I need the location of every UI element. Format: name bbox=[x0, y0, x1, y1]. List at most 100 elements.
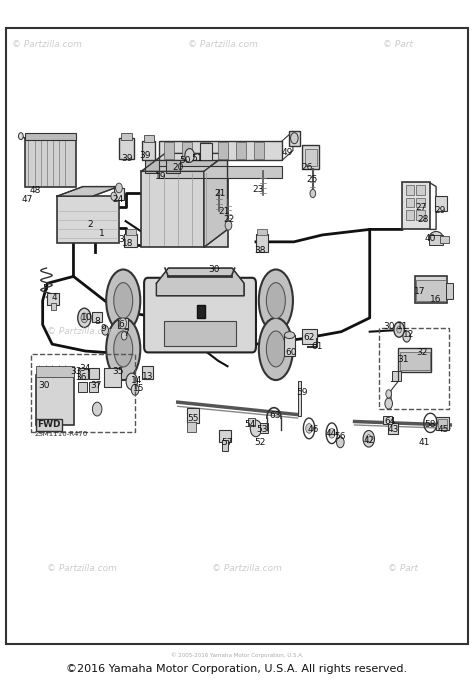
Bar bbox=[36, 419, 62, 431]
Bar bbox=[104, 368, 121, 387]
Circle shape bbox=[366, 435, 372, 443]
Text: 37: 37 bbox=[90, 381, 101, 390]
Circle shape bbox=[403, 331, 410, 342]
Circle shape bbox=[386, 390, 392, 398]
Bar bbox=[31, 354, 135, 432]
Text: 45: 45 bbox=[438, 425, 449, 435]
Text: 25: 25 bbox=[306, 175, 318, 184]
Text: 33: 33 bbox=[70, 367, 82, 377]
Bar bbox=[121, 133, 132, 140]
Circle shape bbox=[121, 332, 127, 340]
Circle shape bbox=[306, 424, 312, 433]
Bar bbox=[383, 416, 392, 424]
Text: 21: 21 bbox=[215, 189, 226, 198]
Polygon shape bbox=[156, 268, 244, 296]
Text: 27: 27 bbox=[415, 202, 427, 212]
Bar bbox=[119, 138, 134, 159]
Bar bbox=[400, 352, 430, 370]
Bar bbox=[126, 229, 136, 235]
Bar bbox=[289, 131, 300, 146]
Text: 49: 49 bbox=[281, 147, 292, 157]
Text: © Partzilla.com: © Partzilla.com bbox=[188, 40, 258, 50]
Text: 56: 56 bbox=[335, 432, 346, 442]
Bar bbox=[254, 142, 264, 159]
Text: 4: 4 bbox=[52, 292, 57, 302]
Bar bbox=[51, 303, 56, 310]
Text: 39: 39 bbox=[139, 151, 150, 160]
Text: 32: 32 bbox=[416, 348, 428, 357]
Text: 29: 29 bbox=[434, 206, 446, 216]
Bar bbox=[218, 142, 228, 159]
Circle shape bbox=[81, 313, 88, 323]
Text: 28: 28 bbox=[417, 215, 428, 225]
Bar bbox=[197, 305, 205, 318]
Bar bbox=[438, 419, 447, 428]
Text: 55: 55 bbox=[188, 413, 199, 423]
Text: 52: 52 bbox=[254, 437, 265, 447]
Text: 30: 30 bbox=[38, 381, 49, 390]
Bar bbox=[256, 234, 268, 252]
Text: 19: 19 bbox=[155, 171, 166, 181]
Circle shape bbox=[119, 318, 127, 329]
Text: 64: 64 bbox=[384, 417, 395, 426]
Circle shape bbox=[291, 133, 298, 144]
Circle shape bbox=[328, 428, 335, 438]
Text: 2SM1110-R470: 2SM1110-R470 bbox=[35, 431, 88, 437]
Circle shape bbox=[18, 133, 23, 140]
Bar bbox=[182, 142, 192, 159]
Text: 42: 42 bbox=[363, 436, 374, 446]
Circle shape bbox=[225, 220, 232, 230]
Text: 7: 7 bbox=[123, 328, 128, 338]
Bar bbox=[78, 382, 87, 392]
Text: 10: 10 bbox=[81, 313, 92, 323]
Bar bbox=[248, 418, 255, 426]
Bar bbox=[388, 423, 398, 434]
Bar bbox=[219, 430, 231, 442]
Polygon shape bbox=[204, 153, 228, 247]
Text: 23: 23 bbox=[253, 184, 264, 194]
Bar bbox=[78, 368, 88, 379]
FancyBboxPatch shape bbox=[144, 278, 256, 352]
Circle shape bbox=[92, 402, 102, 416]
Circle shape bbox=[310, 189, 316, 198]
Text: FWD: FWD bbox=[37, 420, 61, 430]
Text: 50: 50 bbox=[179, 155, 191, 165]
Text: 30: 30 bbox=[209, 265, 220, 274]
Circle shape bbox=[250, 420, 262, 437]
Text: 63: 63 bbox=[269, 411, 281, 421]
Text: 13: 13 bbox=[142, 372, 154, 381]
Bar bbox=[47, 293, 59, 305]
Circle shape bbox=[131, 384, 139, 395]
Bar bbox=[257, 229, 267, 235]
Bar bbox=[36, 375, 74, 425]
Text: 17: 17 bbox=[414, 287, 425, 296]
Text: 60: 60 bbox=[286, 348, 297, 357]
Bar bbox=[416, 185, 425, 195]
Text: © Part: © Part bbox=[383, 40, 413, 50]
Bar bbox=[302, 329, 317, 344]
Bar bbox=[200, 142, 210, 159]
Bar bbox=[392, 371, 401, 381]
Text: 6: 6 bbox=[118, 320, 124, 330]
Ellipse shape bbox=[114, 331, 133, 367]
Bar bbox=[25, 133, 76, 140]
Circle shape bbox=[363, 430, 374, 447]
Bar bbox=[222, 440, 228, 451]
Text: 53: 53 bbox=[256, 425, 267, 435]
Bar bbox=[124, 234, 137, 247]
Text: 18: 18 bbox=[122, 238, 134, 248]
Bar bbox=[284, 335, 295, 356]
Bar bbox=[429, 235, 443, 245]
Bar bbox=[305, 149, 317, 166]
Text: 2: 2 bbox=[87, 220, 93, 229]
Text: 26: 26 bbox=[301, 162, 313, 172]
Text: 15: 15 bbox=[133, 384, 144, 393]
Bar bbox=[402, 182, 430, 229]
Circle shape bbox=[126, 373, 137, 390]
Bar bbox=[416, 198, 425, 207]
Text: 40: 40 bbox=[425, 234, 436, 243]
Text: 61: 61 bbox=[311, 342, 322, 352]
Text: 51: 51 bbox=[191, 154, 202, 164]
Ellipse shape bbox=[266, 283, 285, 319]
Bar bbox=[141, 171, 228, 247]
